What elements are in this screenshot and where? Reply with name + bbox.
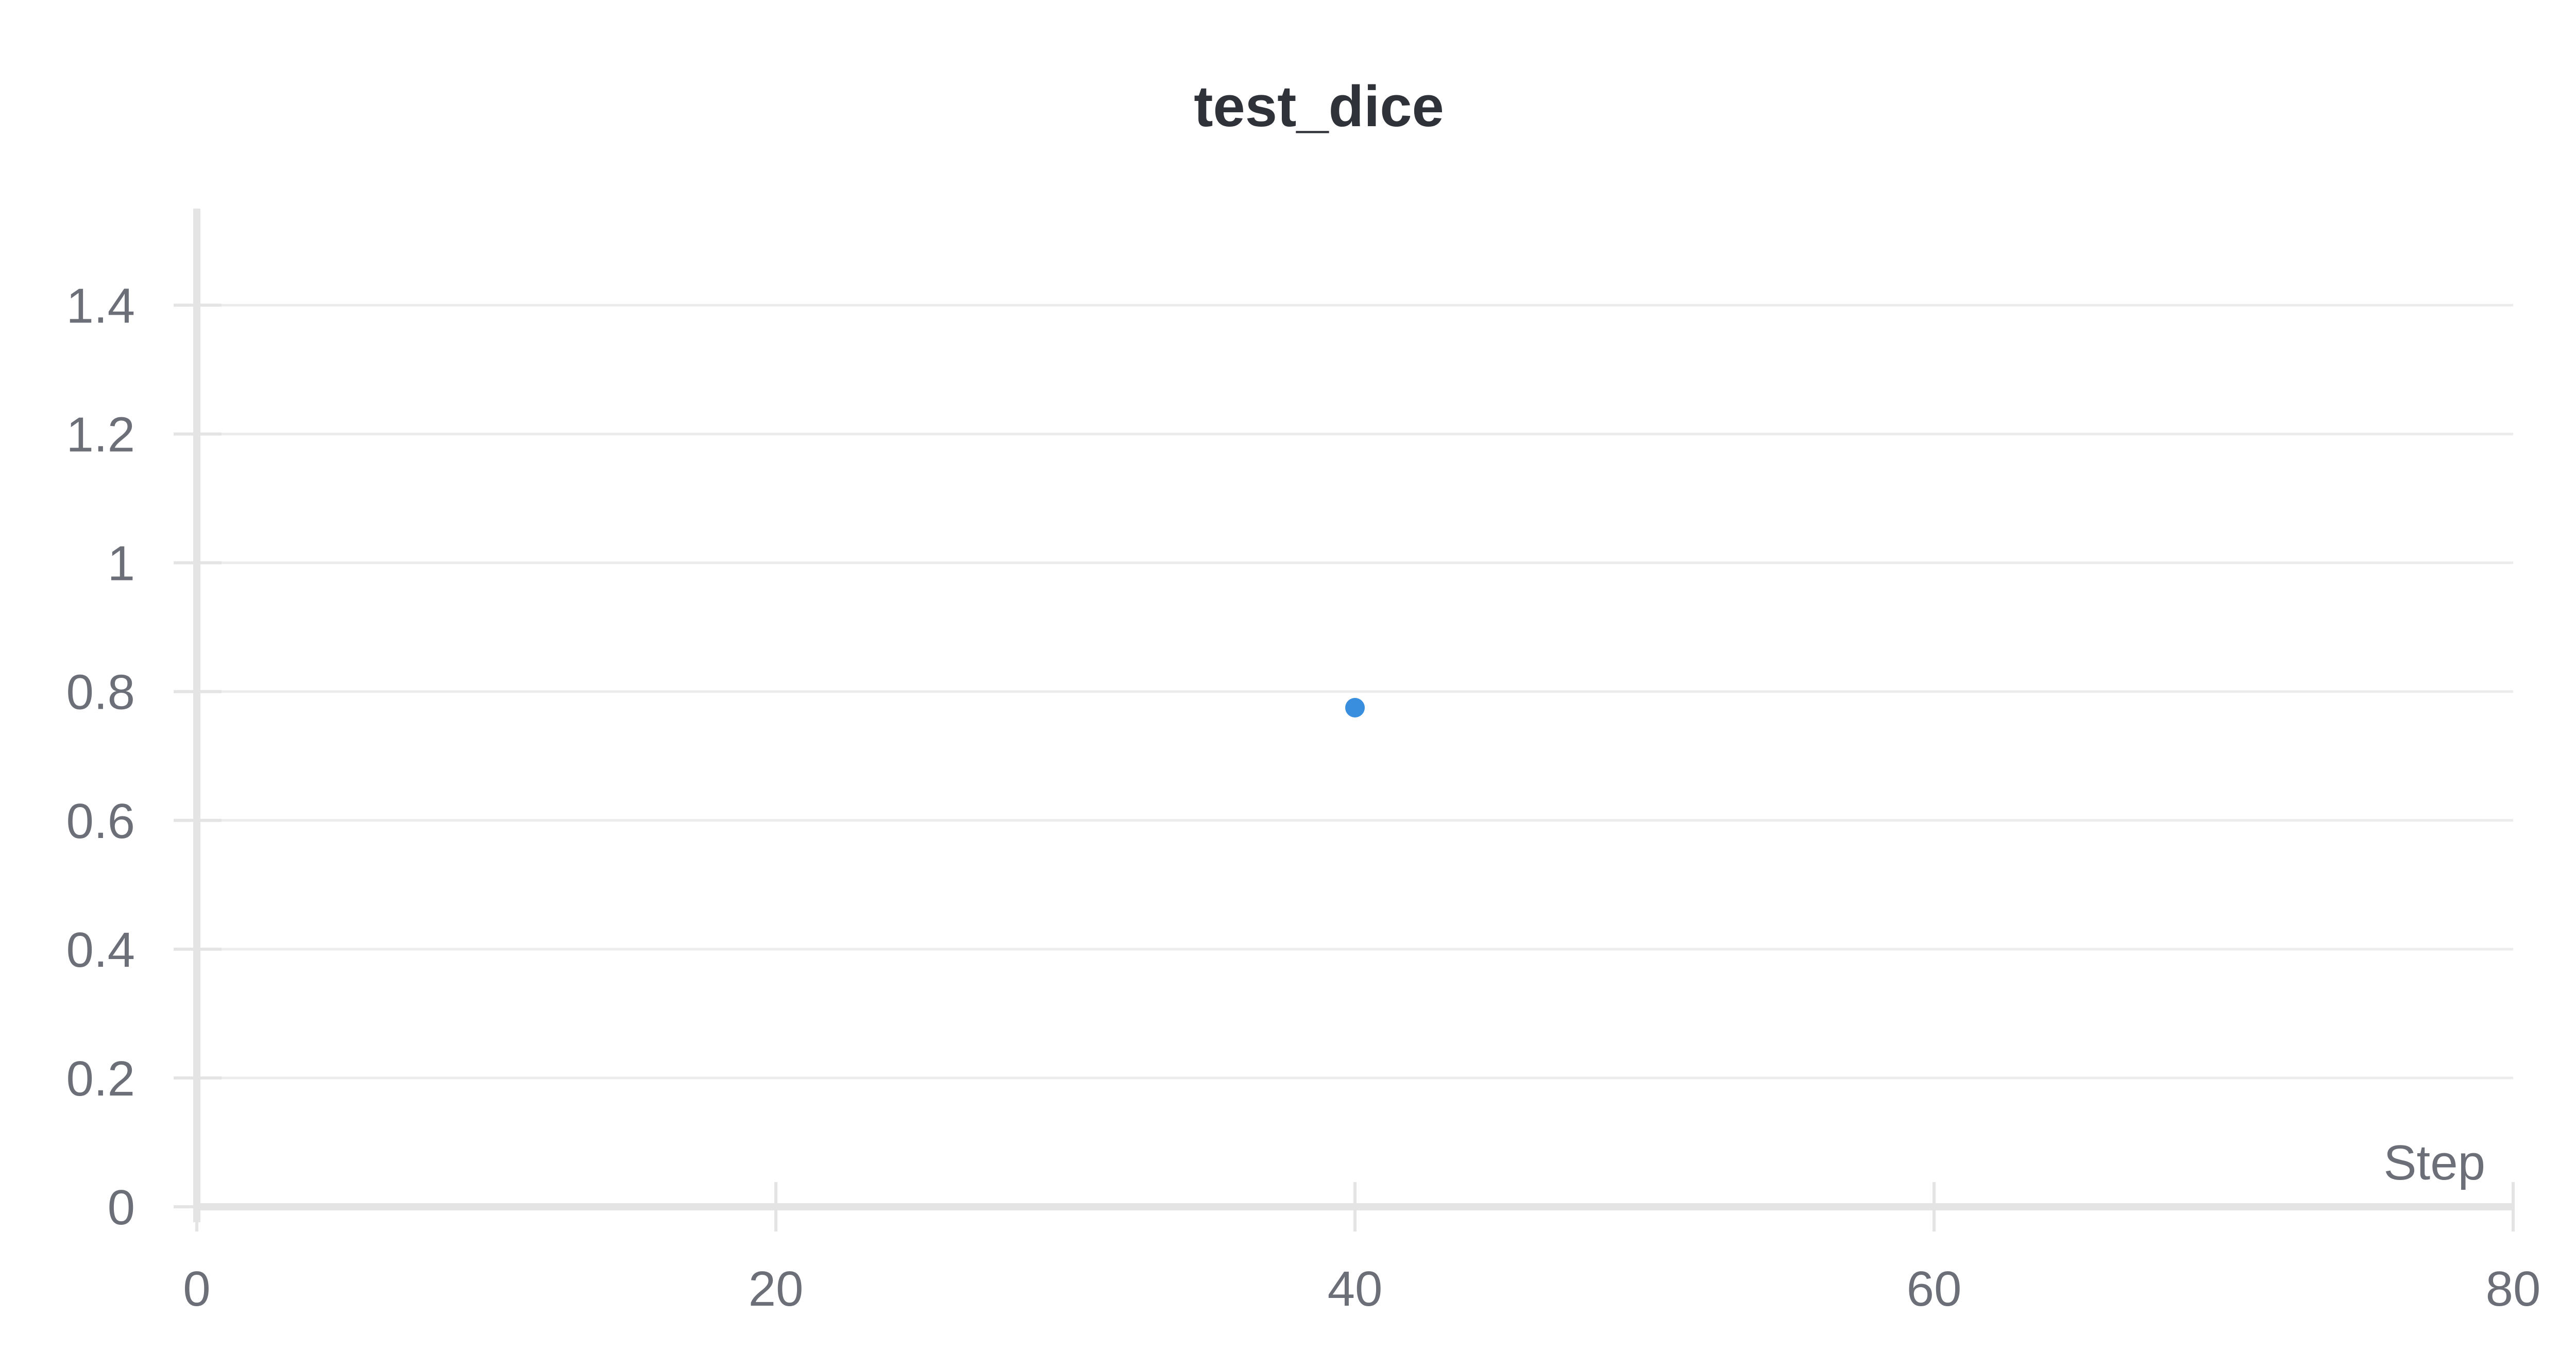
data-point — [1345, 698, 1365, 717]
grid-layer — [197, 304, 2513, 1080]
chart-title: test_dice — [1194, 74, 1444, 139]
tick-layer: 0 0.2 0.4 0.6 0.8 1 1.2 1.4 0 20 40 60 80 — [66, 279, 2541, 1316]
y-tick-label: 1 — [108, 536, 135, 591]
y-tick-label: 0.6 — [66, 794, 135, 849]
point-layer — [1345, 698, 1365, 717]
y-tick-label: 1.2 — [66, 407, 135, 463]
y-tick-label: 0.2 — [66, 1051, 135, 1106]
x-tick-label: 20 — [749, 1261, 804, 1316]
x-tick-label: 0 — [183, 1261, 210, 1316]
y-tick-label: 0.8 — [66, 665, 135, 720]
y-tick-label: 0 — [108, 1180, 135, 1235]
x-tick-label: 80 — [2486, 1261, 2541, 1316]
x-tick-label: 40 — [1328, 1261, 1383, 1316]
x-tick-label: 60 — [1907, 1261, 1962, 1316]
y-tick-label: 1.4 — [66, 279, 135, 334]
x-axis-title: Step — [2384, 1135, 2485, 1190]
y-tick-label: 0.4 — [66, 922, 135, 978]
